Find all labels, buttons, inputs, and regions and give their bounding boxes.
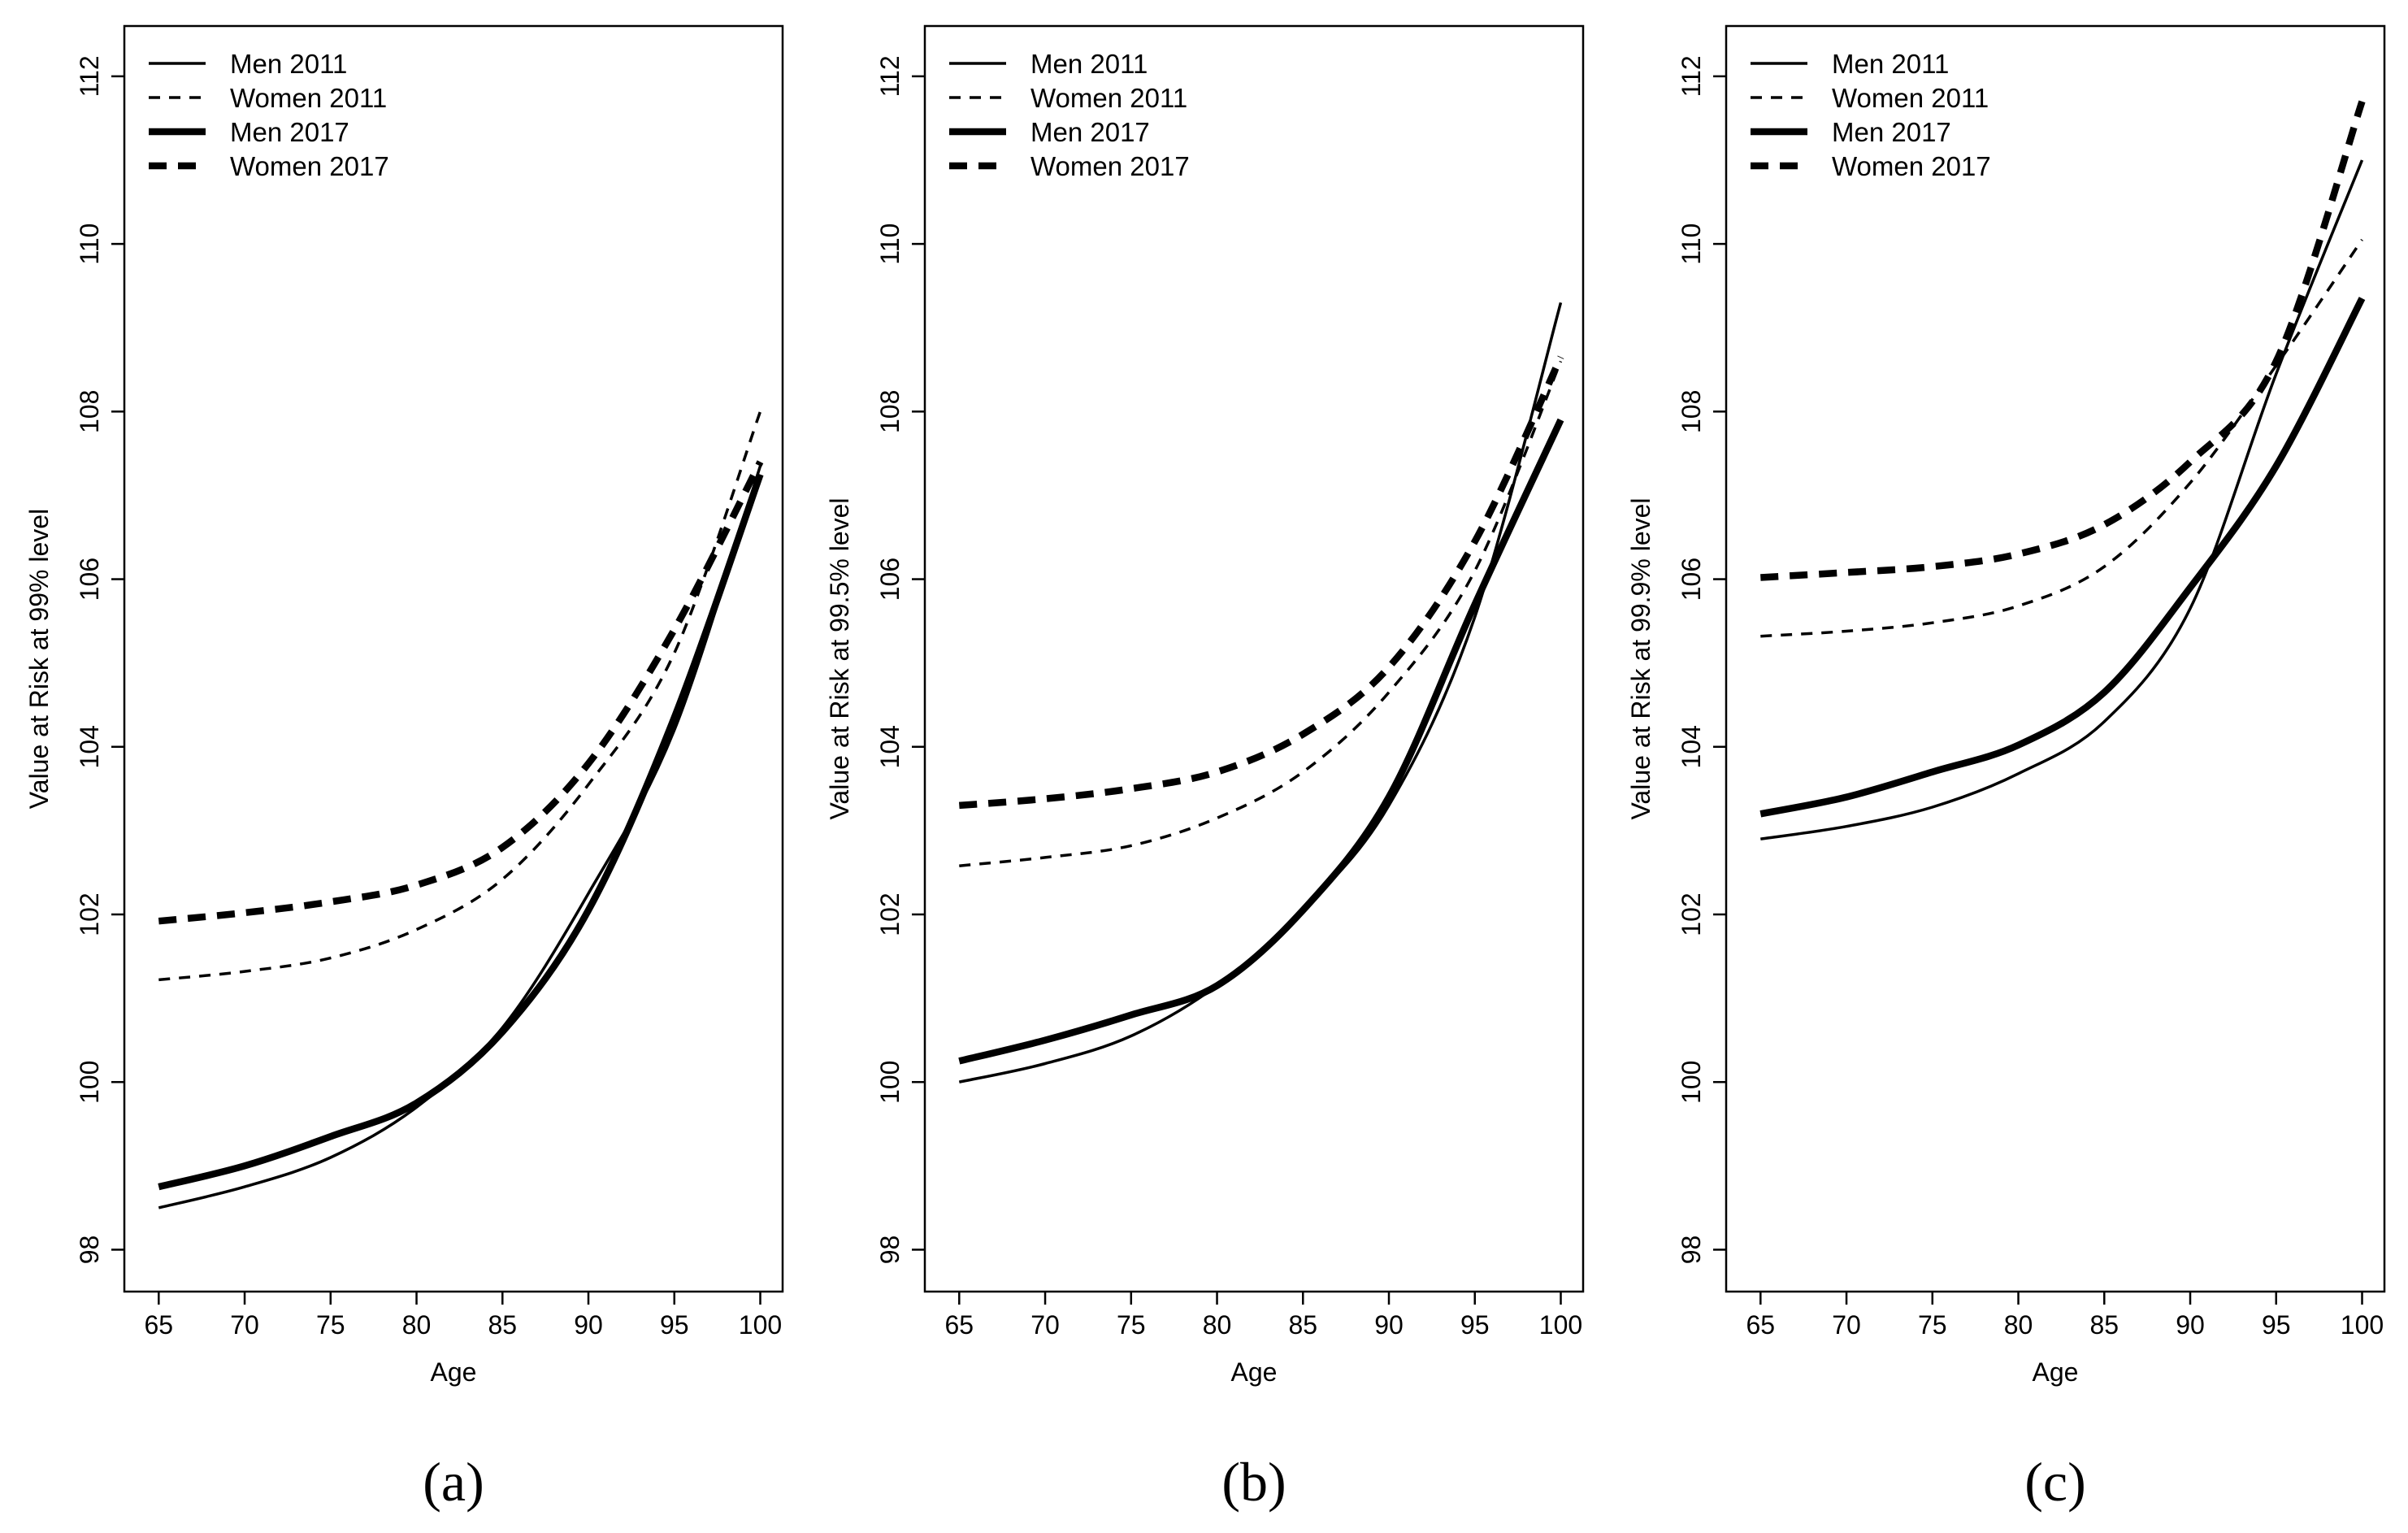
plot-frame bbox=[923, 24, 1585, 1293]
series-line-women-2011 bbox=[959, 360, 1563, 867]
x-tick-label: 95 bbox=[2262, 1310, 2291, 1340]
series-line-men-2011 bbox=[958, 302, 1563, 1084]
legend-label-men-2011: Men 2011 bbox=[1030, 49, 1148, 79]
series-line-women-2017 bbox=[158, 460, 764, 925]
x-tick-label: 100 bbox=[739, 1310, 782, 1340]
x-tick-label: 100 bbox=[1539, 1310, 1582, 1340]
x-tick-label: 90 bbox=[2176, 1310, 2205, 1340]
x-tick-label: 75 bbox=[1918, 1310, 1947, 1340]
y-tick-label: 102 bbox=[875, 892, 905, 936]
y-tick-label: 100 bbox=[875, 1061, 905, 1104]
legend-label-women-2011: Women 2011 bbox=[1030, 83, 1187, 113]
series-line-men-2017 bbox=[1759, 297, 2366, 818]
legend-label-men-2017: Men 2017 bbox=[230, 117, 349, 147]
x-tick-label: 80 bbox=[1203, 1310, 1232, 1340]
legend-label-men-2017: Men 2017 bbox=[1832, 117, 1951, 147]
y-tick-label: 110 bbox=[1677, 224, 1706, 265]
x-tick-label: 85 bbox=[1288, 1310, 1317, 1340]
legend-label-women-2017: Women 2017 bbox=[1030, 151, 1190, 181]
series-line-men-2011 bbox=[1760, 159, 2364, 840]
plot-frame bbox=[123, 24, 784, 1293]
x-tick-label: 90 bbox=[574, 1310, 603, 1340]
x-tick-label: 85 bbox=[2089, 1310, 2119, 1340]
legend-label-women-2011: Women 2011 bbox=[230, 83, 387, 113]
chart-panel-b: 65 70 75 80 85 90 95 100 98 100 102 104 106 108 110 112… bbox=[825, 24, 1585, 1513]
y-axis-label: Value at Risk at 99.9% level bbox=[1626, 497, 1655, 819]
y-tick-label: 98 bbox=[1677, 1236, 1706, 1265]
x-tick-label: 70 bbox=[1030, 1310, 1060, 1340]
y-tick-label: 100 bbox=[1677, 1061, 1706, 1104]
y-tick-label: 110 bbox=[875, 224, 905, 265]
series-line-men-2011 bbox=[158, 465, 762, 1209]
x-axis-label: Age bbox=[1231, 1357, 1278, 1387]
panel-label: (a) bbox=[423, 1451, 484, 1513]
y-tick-label: 110 bbox=[75, 224, 104, 265]
y-tick-label: 102 bbox=[75, 892, 104, 936]
chart-panel-a: 65 70 75 80 85 90 95 100 98 100 102 104 106 108 110 112… bbox=[24, 24, 784, 1513]
legend-label-men-2011: Men 2011 bbox=[230, 49, 347, 79]
y-tick-label: 98 bbox=[875, 1236, 905, 1265]
y-tick-label: 108 bbox=[75, 390, 104, 433]
y-tick-label: 104 bbox=[875, 725, 905, 768]
x-tick-label: 80 bbox=[2004, 1310, 2033, 1340]
y-tick-label: 104 bbox=[75, 725, 104, 768]
y-tick-label: 108 bbox=[1677, 390, 1706, 433]
y-tick-label: 112 bbox=[875, 55, 905, 97]
x-tick-label: 95 bbox=[660, 1310, 689, 1340]
x-tick-label: 65 bbox=[145, 1310, 174, 1340]
panel-label: (b) bbox=[1221, 1451, 1286, 1513]
legend-label-women-2017: Women 2017 bbox=[230, 151, 389, 181]
series-line-women-2017 bbox=[1760, 100, 2366, 581]
legend-label-women-2017: Women 2017 bbox=[1832, 151, 1991, 181]
y-tick-label: 112 bbox=[75, 55, 104, 97]
x-tick-label: 90 bbox=[1374, 1310, 1404, 1340]
y-tick-label: 106 bbox=[875, 558, 905, 601]
y-tick-label: 108 bbox=[875, 390, 905, 433]
x-tick-label: 75 bbox=[316, 1310, 345, 1340]
y-tick-label: 100 bbox=[75, 1061, 104, 1104]
y-tick-label: 106 bbox=[1677, 558, 1706, 601]
y-tick-label: 112 bbox=[1677, 55, 1706, 97]
plot-frame bbox=[1725, 24, 2386, 1293]
series-line-women-2011 bbox=[158, 410, 762, 982]
y-axis-label: Value at Risk at 99% level bbox=[24, 509, 54, 809]
x-tick-label: 95 bbox=[1460, 1310, 1490, 1340]
series-line-men-2017 bbox=[158, 473, 764, 1191]
series-line-women-2017 bbox=[958, 355, 1564, 810]
y-tick-label: 102 bbox=[1677, 892, 1706, 936]
legend-label-men-2011: Men 2011 bbox=[1832, 49, 1949, 79]
x-tick-label: 75 bbox=[1117, 1310, 1146, 1340]
x-tick-label: 70 bbox=[230, 1310, 259, 1340]
y-axis-label: Value at Risk at 99.5% level bbox=[825, 497, 854, 819]
legend-label-men-2017: Men 2017 bbox=[1030, 117, 1150, 147]
y-tick-label: 98 bbox=[75, 1236, 104, 1265]
x-tick-label: 80 bbox=[402, 1310, 432, 1340]
panel-label: (c) bbox=[2024, 1451, 2085, 1513]
series-line-women-2011 bbox=[1760, 238, 2363, 638]
x-tick-label: 65 bbox=[1746, 1310, 1776, 1340]
y-tick-label: 104 bbox=[1677, 725, 1706, 768]
chart-panel-c: 65 70 75 80 85 90 95 100 98 100 102 104 106 108 110 112… bbox=[1626, 24, 2386, 1513]
x-tick-label: 65 bbox=[945, 1310, 974, 1340]
x-tick-label: 70 bbox=[1832, 1310, 1861, 1340]
legend-label-women-2011: Women 2011 bbox=[1832, 83, 1989, 113]
x-axis-label: Age bbox=[2033, 1357, 2079, 1387]
x-tick-label: 85 bbox=[488, 1310, 517, 1340]
y-tick-label: 106 bbox=[75, 558, 104, 601]
series-line-men-2017 bbox=[958, 418, 1564, 1065]
x-tick-label: 100 bbox=[2341, 1310, 2384, 1340]
x-axis-label: Age bbox=[431, 1357, 477, 1387]
